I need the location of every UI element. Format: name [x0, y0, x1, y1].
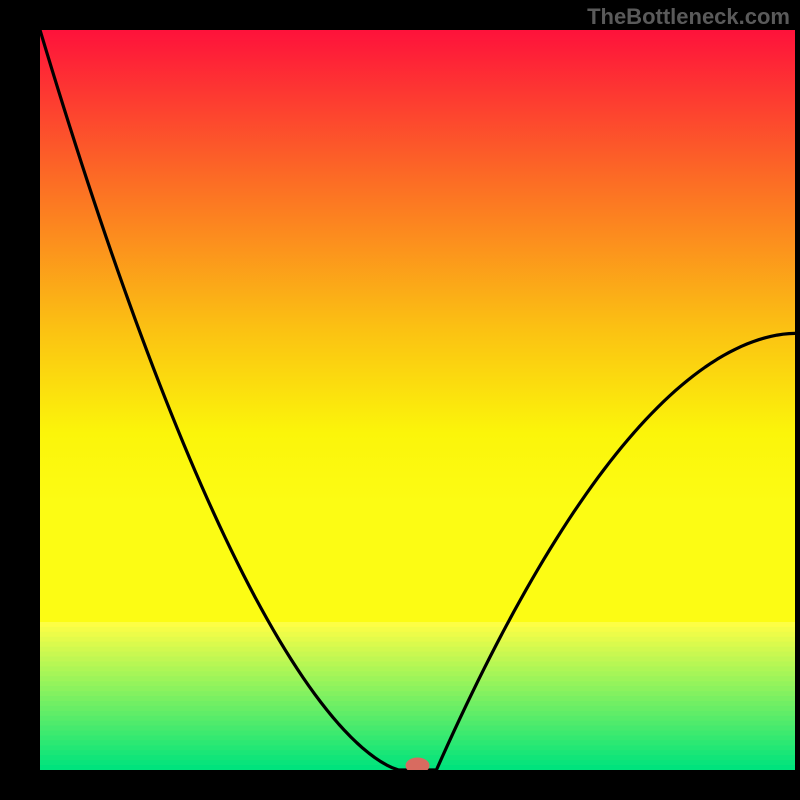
- bottleneck-chart: [0, 0, 800, 800]
- banding-region: [40, 622, 795, 771]
- chart-container: TheBottleneck.com: [0, 0, 800, 800]
- plot-area: [40, 30, 795, 774]
- watermark-text: TheBottleneck.com: [587, 4, 790, 30]
- gradient-background: [40, 30, 795, 623]
